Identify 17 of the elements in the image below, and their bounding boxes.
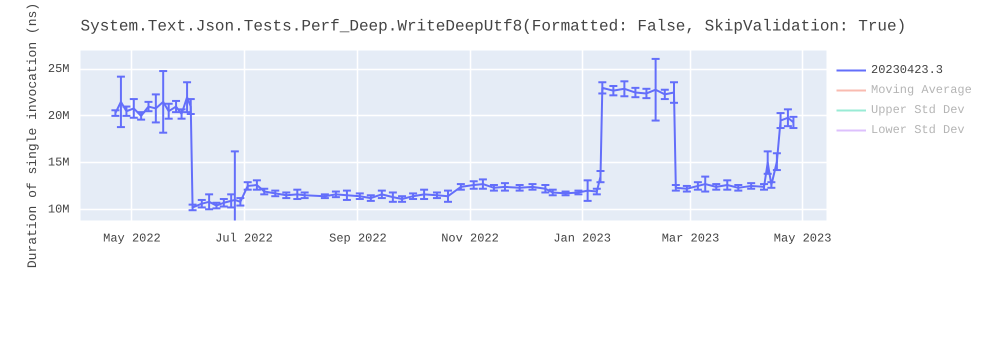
chart-title: System.Text.Json.Tests.Perf_Deep.WriteDeepUtf8(Formatted: False, SkipValidation: True) — [80, 18, 906, 36]
x-tick-label: Jul 2022 — [215, 232, 273, 246]
legend-label: 20230423.3 — [871, 63, 944, 77]
x-tick-label: Nov 2022 — [441, 232, 499, 246]
legend-label: Moving Average — [871, 83, 972, 97]
x-tick-label: May 2023 — [774, 232, 832, 246]
y-tick-label: 25M — [48, 62, 70, 76]
x-tick-label: Sep 2022 — [329, 232, 387, 246]
legend-label: Lower Std Dev — [871, 123, 965, 137]
x-tick-label: Jan 2023 — [553, 232, 611, 246]
y-axis-title: Duration of single invocation (ns) — [24, 2, 40, 268]
x-tick-label: Mar 2023 — [662, 232, 720, 246]
x-tick-label: May 2022 — [103, 232, 161, 246]
y-tick-label: 20M — [48, 108, 70, 123]
y-tick-label: 10M — [48, 202, 70, 216]
y-tick-label: 15M — [48, 156, 70, 170]
legend-label: Upper Std Dev — [871, 103, 965, 117]
